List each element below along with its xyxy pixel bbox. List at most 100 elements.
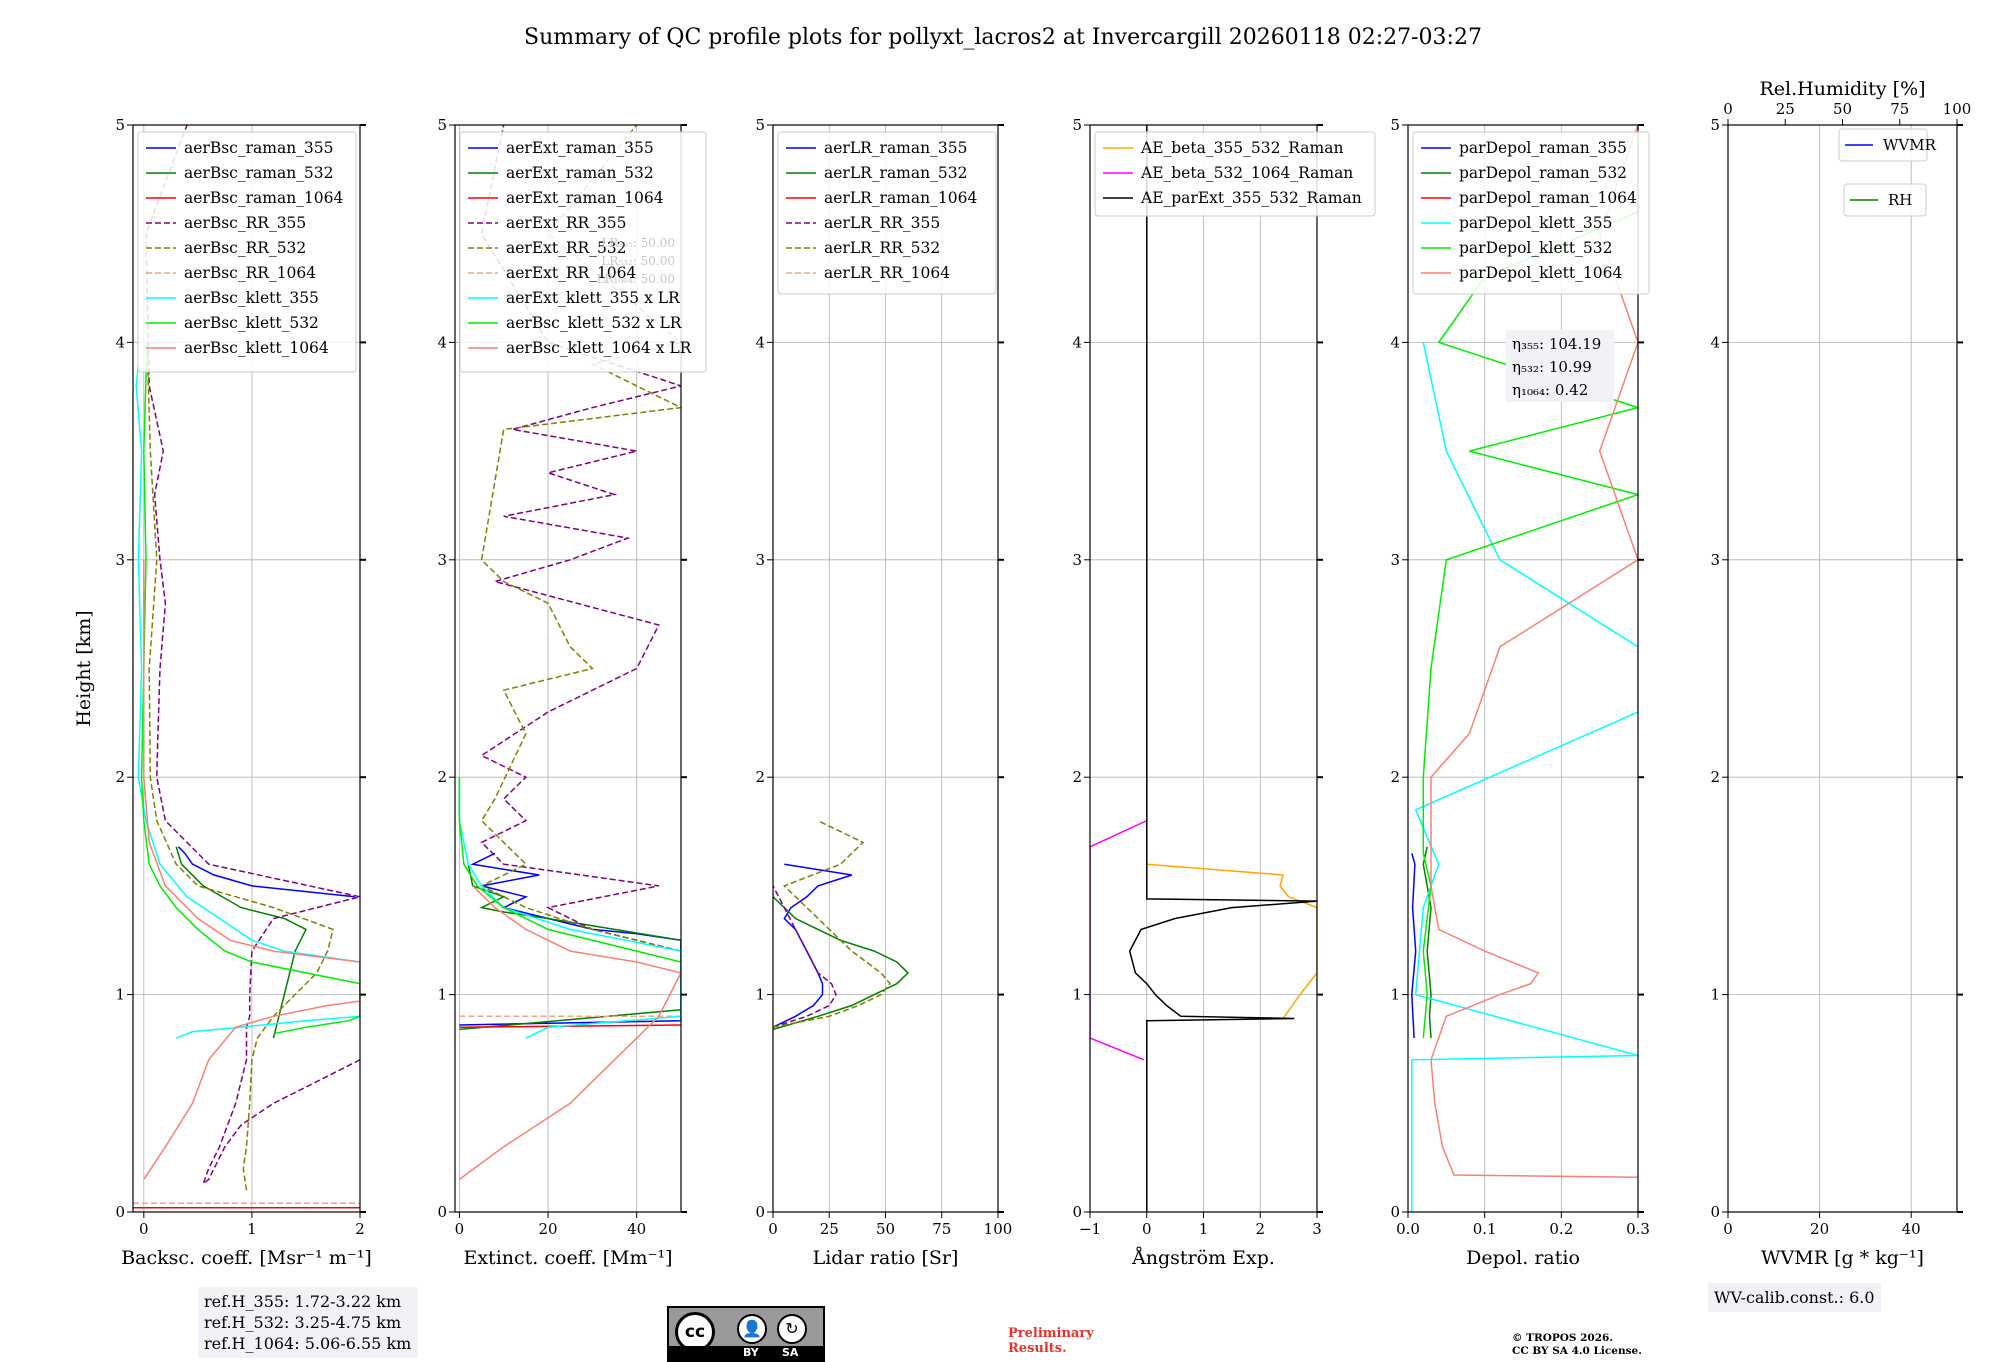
axes-frame xyxy=(132,124,361,1213)
series-line-aerBsc_raman_355 xyxy=(177,846,355,898)
x-tick-label: −1 xyxy=(1079,1220,1101,1238)
legend-entry: aerExt_RR_532 xyxy=(506,239,627,257)
series-line-parDepol_raman_532 xyxy=(1422,846,1432,1039)
y-tick-label: 3 xyxy=(1710,551,1720,569)
legend-entry: aerBsc_RR_1064 xyxy=(184,264,316,282)
cc-by-label: BY xyxy=(743,1346,759,1359)
series-line-aerBsc_RR_532 xyxy=(146,342,334,1191)
legend-entry: aerExt_raman_1064 xyxy=(506,189,664,207)
ref-height-355: ref.H_355: 1.72-3.22 km xyxy=(204,1292,402,1311)
y-tick-label: 0 xyxy=(1072,1203,1082,1221)
legend-entry: aerBsc_raman_355 xyxy=(184,139,334,157)
series-line-aerBsc_RR_355 xyxy=(145,125,360,1186)
series-line-aerExt_raman_355 xyxy=(459,852,681,1026)
top-x-tick-label: 100 xyxy=(1943,100,1972,118)
plot-area xyxy=(773,820,910,1031)
y-tick-label: 3 xyxy=(1390,551,1400,569)
top-x-tick-label: 50 xyxy=(1833,100,1852,118)
cc-badge-bar xyxy=(669,1346,823,1360)
legend-entry: aerLR_RR_1064 xyxy=(824,264,950,282)
x-tick-label: 0.0 xyxy=(1396,1220,1420,1238)
legend-frame xyxy=(137,131,357,373)
x-tick-label: 1 xyxy=(1199,1220,1209,1238)
legend-entry: aerExt_raman_355 xyxy=(506,139,654,157)
y-tick-label: 2 xyxy=(115,768,125,786)
x-tick-label: 20 xyxy=(539,1220,558,1238)
y-tick-label: 3 xyxy=(115,551,125,569)
x-tick-label: 0.3 xyxy=(1626,1220,1650,1238)
legend-entry: parDepol_raman_1064 xyxy=(1459,189,1637,207)
panel-5: 0.0 0.1 0.2 0.3 0 1 2 3 4 5 Depol. ratio parDepol_r… xyxy=(1390,116,1649,1269)
eta-annotation: η₅₃₂: 10.99 xyxy=(1512,358,1592,376)
x-tick-label: 0 xyxy=(1723,1220,1733,1238)
top-x-tick-label: 75 xyxy=(1890,100,1909,118)
legend-entry: aerBsc_klett_1064 xyxy=(184,339,329,357)
series-line-aerBsc_klett_532 xyxy=(140,342,360,1035)
series-line-aerBsc_klett_355 xyxy=(135,364,360,1039)
y-tick-label: 3 xyxy=(755,551,765,569)
legend-box-RH: RH xyxy=(1843,183,1927,217)
series-line-parDepol_klett_1064 xyxy=(1430,125,1638,1178)
series-line-aerBsc_klett_532 x LR xyxy=(458,777,681,963)
y-tick-label: 2 xyxy=(1072,768,1082,786)
series-line-aerLR_RR_355 xyxy=(773,885,837,1028)
y-tick-label: 1 xyxy=(1710,986,1720,1004)
x-tick-label: 75 xyxy=(932,1220,951,1238)
y-tick-label: 5 xyxy=(1072,116,1082,134)
y-tick-label: 4 xyxy=(115,333,125,351)
x-tick-label: 1 xyxy=(247,1220,257,1238)
y-tick-label: 4 xyxy=(755,333,765,351)
x-tick-label: 50 xyxy=(876,1220,895,1238)
panel-6: 0 20 40 0 1 2 3 4 5 WVMR [g * kg⁻¹] 0 25 50 75 100 Rel.… xyxy=(1710,78,1971,1269)
x-axis-label: Extinct. coeff. [Mm⁻¹] xyxy=(463,1247,672,1269)
y-tick-label: 0 xyxy=(115,1203,125,1221)
legend-entry: aerLR_RR_532 xyxy=(824,239,940,257)
y-tick-label: 1 xyxy=(437,986,447,1004)
lidar-ratio-annotation: LR₃₅₅: 50.00 xyxy=(601,236,675,250)
series-line-parDepol_raman_355 xyxy=(1411,853,1417,1039)
x-axis-label: Lidar ratio [Sr] xyxy=(813,1247,959,1269)
series-line-aerExt_klett_355 x LR xyxy=(458,777,681,1039)
series-line-aerExt_RR_532 xyxy=(479,125,681,952)
legend-box-WVMR: WVMR xyxy=(1838,128,1937,162)
eta-annotation: η₁₀₆₄: 0.42 xyxy=(1512,381,1588,399)
reference-height-box: ref.H_355: 1.72-3.22 km ref.H_532: 3.25-… xyxy=(198,1287,418,1358)
y-tick-label: 2 xyxy=(1710,768,1720,786)
attribution-icon: 👤 xyxy=(737,1314,767,1344)
y-tick-label: 0 xyxy=(755,1203,765,1221)
wv-calibration-box: WV-calib.const.: 6.0 xyxy=(1708,1283,1881,1312)
series-line-parDepol_klett_532 xyxy=(1422,146,1638,1039)
eta-annotation: η₃₅₅: 104.19 xyxy=(1512,335,1601,353)
series-line-AE_beta_355_532_Raman xyxy=(1146,863,1317,1019)
y-tick-label: 0 xyxy=(1710,1203,1720,1221)
y-tick-label: 5 xyxy=(437,116,447,134)
eta-annotation-box xyxy=(1506,330,1614,402)
legend-entry: parDepol_klett_355 xyxy=(1459,214,1612,232)
y-tick-label: 2 xyxy=(437,768,447,786)
y-tick-label: 4 xyxy=(1390,333,1400,351)
series-line-aerLR_raman_532 xyxy=(773,896,910,1031)
legend-entry: aerLR_raman_355 xyxy=(824,139,967,157)
y-tick-label: 1 xyxy=(755,986,765,1004)
y-tick-label: 5 xyxy=(1390,116,1400,134)
legend-entry: aerExt_RR_1064 xyxy=(506,264,637,282)
y-tick-label: 1 xyxy=(115,986,125,1004)
legend-entry: aerLR_RR_355 xyxy=(824,214,940,232)
ref-height-1064: ref.H_1064: 5.06-6.55 km xyxy=(204,1334,412,1353)
legend-frame xyxy=(1412,131,1650,295)
legend: aerBsc_raman_355 aerBsc_raman_532 aerBsc_r… xyxy=(137,131,357,373)
y-tick-label: 1 xyxy=(1072,986,1082,1004)
top-x-tick-label: 0 xyxy=(1723,100,1733,118)
axes-frame xyxy=(1407,124,1639,1213)
x-axis-label: WVMR [g * kg⁻¹] xyxy=(1761,1247,1924,1269)
legend-entry: WVMR xyxy=(1883,136,1937,154)
x-tick-label: 40 xyxy=(627,1220,646,1238)
lidar-ratio-annotation: LR₁₀₆₄: 50.00 xyxy=(597,272,675,286)
x-tick-label: 100 xyxy=(984,1220,1013,1238)
figure-title: Summary of QC profile plots for pollyxt_… xyxy=(524,25,1482,50)
legend-entry: aerBsc_klett_532 xyxy=(184,314,319,332)
legend-frame xyxy=(777,131,997,295)
y-tick-label: 4 xyxy=(437,333,447,351)
x-tick-label: 0.1 xyxy=(1473,1220,1497,1238)
y-tick-label: 5 xyxy=(755,116,765,134)
